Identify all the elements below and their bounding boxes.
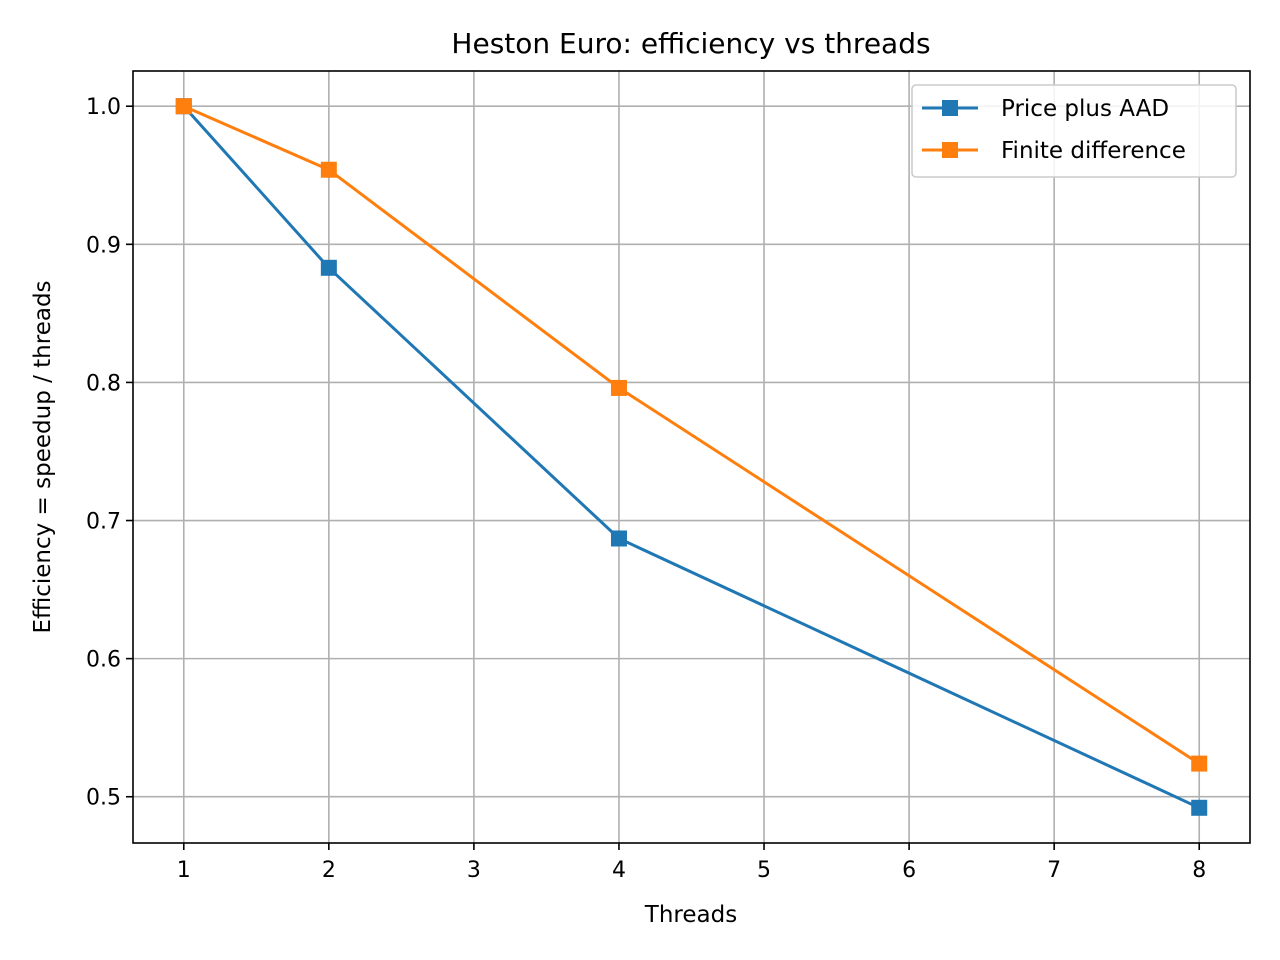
x-tick-label: 5 [757, 858, 771, 883]
legend-box [911, 84, 1237, 178]
x-axis-label: Threads [644, 902, 737, 928]
y-tick-label: 0.8 [86, 371, 121, 396]
series-2 [175, 98, 1208, 772]
y-axis-label: Efficiency = speedup / threads [30, 280, 56, 633]
x-tick-label: 6 [902, 858, 916, 883]
series-line [183, 104, 1201, 765]
series-line [182, 105, 1200, 810]
grid [133, 71, 1250, 843]
x-tick-label: 2 [322, 858, 336, 883]
legend: Price plus AAD Finite difference [911, 84, 1237, 178]
y-tick-label: 0.6 [86, 648, 121, 673]
y-tick-label: 0.9 [86, 233, 121, 258]
x-tick-label: 3 [467, 858, 481, 883]
data-point [175, 98, 192, 115]
legend-label: Finite difference [1001, 138, 1186, 164]
data-point [610, 530, 627, 547]
legend-item: Finite difference [922, 138, 1186, 164]
data-point [1191, 799, 1208, 816]
x-tick-label: 4 [612, 858, 626, 883]
data-point [320, 259, 337, 276]
x-tick-label: 1 [177, 858, 191, 883]
y-tick-label: 1.0 [86, 95, 121, 120]
series-layer [175, 98, 1208, 816]
data-point [1191, 755, 1208, 772]
y-tick-label: 0.5 [86, 786, 121, 811]
data-point [610, 379, 627, 396]
legend-item: Price plus AAD [922, 96, 1169, 122]
x-tick-label: 8 [1192, 858, 1206, 883]
y-tick-label: 0.7 [86, 510, 121, 535]
chart-title: Heston Euro: efficiency vs threads [451, 27, 930, 60]
data-point [320, 161, 337, 178]
legend-marker [942, 100, 958, 116]
x-tick-label: 7 [1047, 858, 1061, 883]
legend-label: Price plus AAD [1001, 96, 1169, 122]
ticks: 1 2 3 4 5 6 7 8 0.5 0.6 0.7 0.8 0.9 1.0 [86, 95, 1206, 883]
plot-frame [132, 70, 1251, 844]
legend-marker [942, 142, 958, 158]
